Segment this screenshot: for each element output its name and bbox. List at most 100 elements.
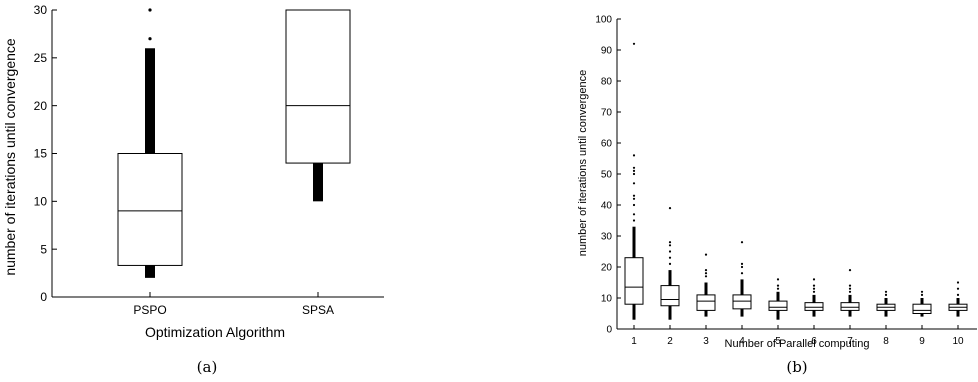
chart-b-outlier <box>740 241 744 244</box>
chart-a-box <box>117 153 183 266</box>
chart-a-lower-whisker <box>313 163 323 202</box>
chart-b-lower-whisker <box>848 310 852 317</box>
chart-b-box <box>696 294 716 311</box>
chart-b-outlier <box>776 287 780 290</box>
chart-b-x-tick-label: 6 <box>811 336 817 347</box>
chart-b-outlier <box>848 269 852 272</box>
chart-b-x-tick-label: 8 <box>883 336 889 347</box>
chart-b-outlier <box>668 262 672 265</box>
chart-b-box <box>624 257 644 305</box>
chart-a-x-tick-label: PSPO <box>133 303 166 317</box>
chart-b-lower-whisker <box>704 310 708 317</box>
chart-b-y-tick-label: 50 <box>601 170 613 181</box>
chart-b-outlier <box>920 290 924 293</box>
chart-b-x-tick-label: 2 <box>667 336 673 347</box>
chart-a-y-tick-label: 5 <box>40 242 47 256</box>
chart-b-outlier <box>776 278 780 281</box>
chart-b-y-tick-label: 80 <box>601 77 613 88</box>
chart-a-y-tick-label: 0 <box>40 290 47 304</box>
chart-b-outlier <box>704 269 708 272</box>
chart-b-y-tick-label: 20 <box>601 263 613 274</box>
chart-a-lower-whisker <box>145 265 155 278</box>
chart-b-outlier <box>740 265 744 269</box>
chart-b-outlier <box>812 284 816 287</box>
chart-b-y-tick-label: 0 <box>606 325 612 336</box>
chart-b-outlier <box>632 172 636 176</box>
chart-b-outlier <box>632 169 636 172</box>
chart-b-outlier <box>632 197 636 200</box>
chart-b-upper-whisker <box>776 291 780 302</box>
chart-b-upper-whisker <box>704 282 708 295</box>
chart-b-outlier <box>704 275 708 278</box>
chart-a-y-tick-label: 25 <box>34 51 48 65</box>
chart-b-y-tick-label: 70 <box>601 108 613 119</box>
chart-b-outlier <box>668 241 672 244</box>
chart-b-outlier <box>668 250 672 253</box>
chart-b-y-tick-label: 30 <box>601 232 613 243</box>
chart-a-xlabel: Optimization Algorithm <box>145 324 285 340</box>
chart-b-outlier <box>812 278 816 281</box>
chart-b-outlier <box>848 287 852 290</box>
chart-b-outlier <box>632 203 636 207</box>
chart-b-y-tick-label: 40 <box>601 201 613 212</box>
chart-b-upper-whisker <box>668 270 672 286</box>
chart-b-caption: (b) <box>786 358 807 376</box>
chart-b-y-tick-label: 90 <box>601 46 613 57</box>
chart-b-lower-whisker <box>668 305 672 320</box>
chart-b-outlier <box>956 287 960 290</box>
chart-b-lower-whisker <box>956 310 960 317</box>
chart-b-upper-whisker <box>812 294 816 303</box>
chart-a-x-tick-label: SPSA <box>302 303 334 317</box>
chart-b-outlier <box>668 256 672 259</box>
chart-b-outlier <box>704 253 708 256</box>
chart-b-outlier <box>668 207 672 210</box>
chart-b-upper-whisker <box>740 279 744 295</box>
chart-b-lower-whisker <box>812 310 816 317</box>
chart-b-outlier <box>740 262 744 265</box>
chart-a-y-tick-label: 20 <box>34 99 48 113</box>
chart-b-outlier <box>848 290 852 293</box>
chart-b-y-tick-label: 100 <box>595 15 612 26</box>
chart-b: number of iterations until convergence N… <box>577 15 977 376</box>
chart-a-y-tick-label: 10 <box>34 195 48 209</box>
chart-b-outlier <box>632 219 636 222</box>
chart-a-y-tick-label: 30 <box>34 3 48 17</box>
chart-b-lower-whisker <box>740 308 744 317</box>
chart-b-outlier <box>740 272 744 275</box>
chart-b-outlier <box>668 244 672 247</box>
chart-b-box <box>912 303 932 315</box>
chart-b-y-tick-label: 60 <box>601 139 613 150</box>
chart-b-outlier <box>776 284 780 287</box>
chart-b-y-tick-label: 10 <box>601 294 613 305</box>
chart-b-outlier <box>632 154 636 157</box>
chart-b-xlabel: Number of Parallel computing <box>725 338 870 350</box>
chart-b-lower-whisker <box>884 310 888 317</box>
chart-b-lower-whisker <box>776 310 780 320</box>
chart-b-outlier <box>884 290 888 293</box>
chart-a-ylabel: number of iterations until convergence <box>2 38 18 276</box>
chart-b-x-tick-label: 4 <box>739 336 745 347</box>
chart-b-outlier <box>956 293 960 296</box>
chart-b-outlier <box>704 272 708 275</box>
chart-b-upper-whisker <box>884 298 888 305</box>
chart-b-upper-whisker <box>848 294 852 303</box>
chart-b-box <box>660 285 680 307</box>
chart-b-upper-whisker <box>920 298 924 305</box>
chart-b-outlier <box>812 287 816 290</box>
chart-b-x-tick-label: 10 <box>952 336 964 347</box>
chart-b-lower-whisker <box>632 304 636 320</box>
chart-b-outlier <box>812 290 816 293</box>
chart-b-outlier <box>632 42 636 45</box>
chart-b-outlier <box>632 166 636 169</box>
chart-b-box <box>804 302 824 311</box>
chart-a-box <box>285 9 351 164</box>
chart-b-lower-whisker <box>920 313 924 317</box>
chart-a: number of iterations until convergence O… <box>2 3 384 376</box>
chart-b-x-tick-label: 9 <box>919 336 925 347</box>
chart-b-outlier <box>920 293 924 296</box>
chart-b-outlier <box>884 293 888 296</box>
chart-b-box <box>732 294 752 310</box>
chart-b-upper-whisker <box>632 226 636 258</box>
chart-b-outlier <box>956 281 960 284</box>
